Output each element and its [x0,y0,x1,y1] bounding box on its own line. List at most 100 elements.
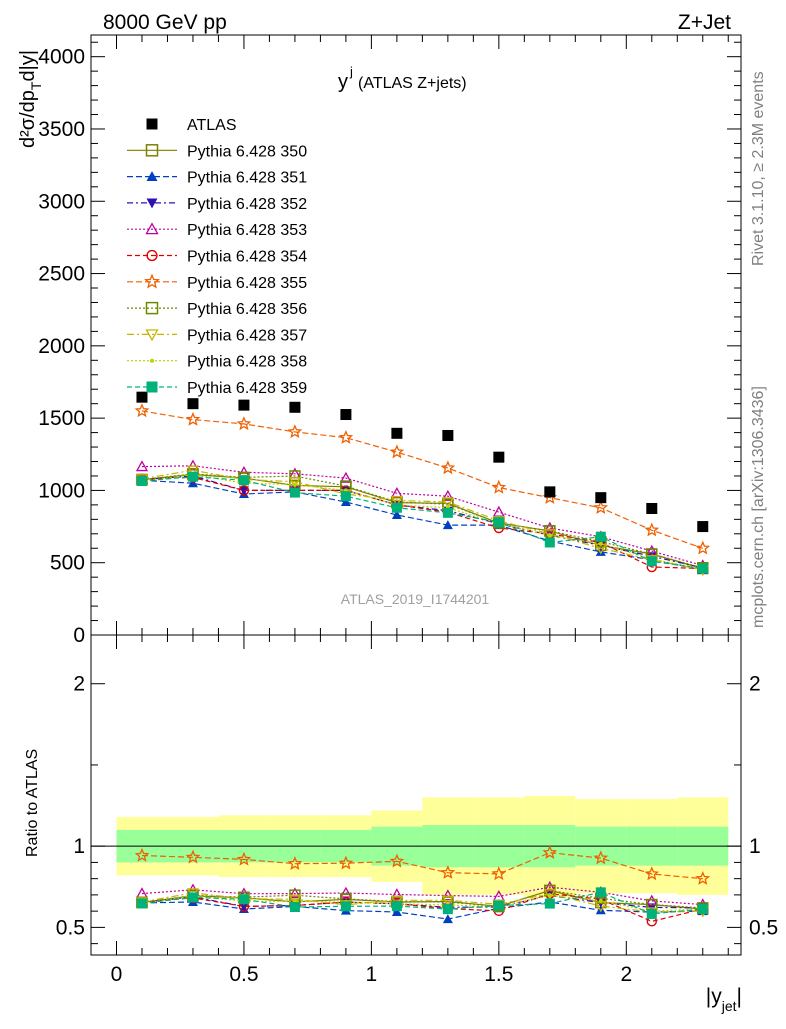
ratio-marker [598,898,603,903]
legend-label: Pythia 6.428 352 [187,196,307,213]
series-marker [236,416,252,431]
ratio-line [141,889,703,909]
x-tick-label: 0 [111,963,123,986]
ratio-y-tick-label-right: 1 [749,835,761,858]
main-y-tick-label: 2000 [38,335,85,358]
data-point [544,486,556,498]
ratio-marker [595,887,606,898]
series-marker [288,477,302,489]
data-point [136,391,148,403]
legend-label: Pythia 6.428 351 [187,170,307,187]
series-marker [492,505,505,517]
ratio-line [141,852,703,880]
data-point [187,398,199,410]
legend-marker [145,222,159,235]
ratio-y-tick-label: 0.5 [56,916,85,939]
ratio-line [141,894,703,912]
series-marker [547,533,552,538]
series-marker [595,531,606,542]
series-main [136,471,708,574]
data-point [697,521,709,533]
series-marker [593,500,609,514]
ratio-line [141,886,703,906]
series-marker [391,510,402,519]
ratio-marker [442,904,453,915]
ratio-marker [543,889,556,901]
series-marker [440,460,456,475]
series-main [136,471,708,573]
watermark: ATLAS_2019_I1744201 [341,591,490,607]
legend-marker [150,358,154,363]
main-y-tick-label: 1500 [38,407,85,430]
ratio-line [141,892,703,913]
legend-marker [146,171,158,181]
ratio-marker [547,893,552,898]
ratio-marker [289,902,300,913]
legend: ATLAS Pythia 6.428 350 Pythia 6.428 351 Pyt… [127,117,307,397]
ratio-marker [136,898,147,909]
energy-label: 8000 GeV pp [103,11,227,34]
series-marker [289,487,300,498]
series-marker [389,444,405,459]
series-marker [187,478,198,488]
x-tick-label: 0.5 [229,963,258,986]
legend-label: Pythia 6.428 350 [187,143,307,160]
side-mcplots-label: mcplots.cern.ch [arXiv:1306.3436] [750,386,767,628]
ratio-marker [646,908,657,919]
ratio-marker [390,895,403,907]
data-points [136,391,709,533]
data-point [646,502,658,514]
legend-label: Pythia 6.428 353 [187,222,307,239]
main-y-axis-label: d²σ/dpTd|y| [17,50,44,148]
main-y-tick-label: 500 [50,552,85,575]
ratio-marker [491,866,507,881]
legend-marker [144,273,160,289]
ratio-marker [391,906,402,916]
legend-marker [146,198,158,209]
x-tick-label: 1 [366,963,378,986]
main-y-tick-label: 3000 [38,190,85,213]
ratio-marker [544,898,555,909]
data-point [391,427,403,439]
series-line [141,476,703,570]
side-rivet-label: Rivet 3.1.10, ≥ 2.3M events [750,71,767,266]
series-marker [187,471,198,482]
series-marker [185,411,201,426]
ratio-marker [238,894,249,905]
main-plot-title: y j (ATLAS Z+jets) [338,64,467,93]
series-line [141,476,703,570]
main-y-tick-label: 4000 [38,46,85,69]
ratio-marker [440,864,456,879]
series-marker [287,424,303,439]
series-line [141,410,704,549]
ratio-y-tick-label: 1 [73,835,85,858]
legend-label: Pythia 6.428 358 [187,354,307,371]
series-marker [292,482,297,487]
data-point [238,399,250,411]
series-marker [544,537,555,548]
main-y-tick-label: 3500 [38,118,85,141]
main-y-tick-label: 1000 [38,479,85,502]
series-marker [390,495,403,507]
main-panel: 0 500 1000 1500 2000 2500 3000 3500 4000 [38,34,742,647]
ratio-marker [134,847,150,862]
series-marker [338,430,354,444]
ratio-marker [288,887,302,899]
series-marker [134,403,150,418]
main-y-tick-label: 2500 [38,263,85,286]
legend-label: Pythia 6.428 354 [187,249,307,266]
series-marker [136,476,147,487]
data-point [442,429,454,441]
series-line [141,473,703,569]
series-marker [186,465,200,477]
ratio-frame [90,634,742,956]
series-marker [135,460,149,472]
ratio-marker [695,871,711,885]
x-tick-label: 2 [620,963,632,986]
series-marker [646,556,657,567]
series-marker [238,486,249,496]
legend-label: Pythia 6.428 356 [187,301,307,318]
x-axis-label: |yjet| [706,985,742,1014]
series-marker [695,540,711,555]
legend-marker [146,249,158,262]
